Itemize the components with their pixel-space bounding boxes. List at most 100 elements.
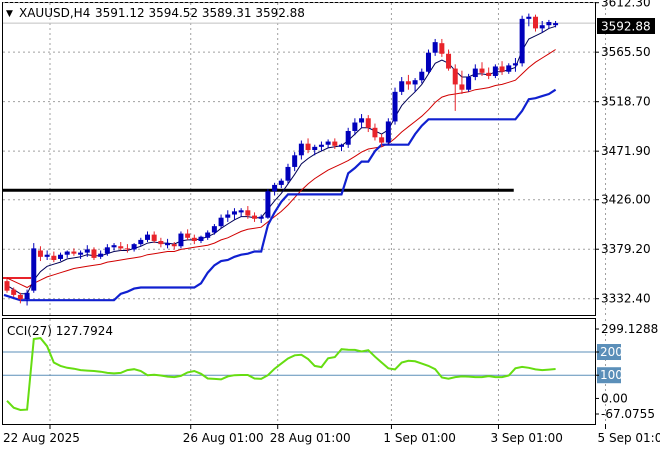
candle-body-bull: [392, 91, 398, 122]
current-price-tag: 3592.88: [601, 20, 651, 34]
candle-body-bear: [533, 16, 539, 29]
candle-body-bull: [399, 81, 405, 92]
time-tick-label: 5 Sep 01:00: [598, 431, 660, 445]
candle-body-bear: [446, 53, 452, 69]
candle-body-bull: [98, 253, 104, 257]
candle-body-bear: [4, 281, 10, 291]
price-tick-label: 3565.50: [601, 45, 651, 59]
candle-body-bull: [258, 216, 264, 219]
candle-body-bear: [439, 43, 445, 54]
candle-body-bull: [472, 68, 478, 78]
candle-body-bull: [359, 118, 365, 123]
candle-body-bull: [519, 18, 525, 64]
candle-body-bull: [292, 155, 298, 167]
candle-body-bull: [218, 217, 224, 227]
candle-body-bull: [278, 180, 284, 185]
time-tick-label: 22 Aug 2025: [3, 431, 80, 445]
candle-body-bull: [345, 130, 351, 145]
candle-body-bull: [318, 144, 324, 147]
axis-labels: 3612.30 3565.50 3518.70 3471.90 3426.00 3379.…: [3, 0, 660, 445]
candle-body-bull: [205, 232, 211, 238]
ma-long-line: [6, 49, 556, 289]
candle-body-bear: [171, 244, 177, 247]
candle-body-bull: [64, 251, 70, 255]
candle-body-bull: [231, 211, 237, 215]
main-panel-frame: [2, 2, 596, 316]
cci-tick-label: -67.0755: [601, 407, 655, 421]
trailing-stop-line: [3, 88, 557, 302]
candle-body-bull: [24, 292, 30, 300]
candle-body-bear: [405, 81, 411, 85]
time-tick-label: 1 Sep 01:00: [383, 431, 455, 445]
candle-body-bull: [198, 236, 204, 241]
candle-body-bull: [238, 210, 244, 213]
candle-body-bear: [124, 248, 130, 250]
cci-line-path: [6, 337, 556, 412]
cci-level-label-bg: [597, 344, 621, 361]
price-tick-label: 3332.40: [601, 292, 651, 306]
candle-body-bull: [432, 42, 438, 53]
cci-tick-label: 299.1288: [601, 322, 658, 336]
candle-body-bear: [71, 251, 77, 254]
price-tick-label: 3379.20: [601, 242, 651, 256]
candle-body-bull: [211, 226, 217, 233]
candle-body-bull: [272, 184, 278, 192]
candle-body-bear: [191, 237, 197, 241]
candle-body-bull: [412, 80, 418, 85]
time-tick-label: 26 Aug 01:00: [183, 431, 264, 445]
candle-body-bear: [459, 84, 465, 90]
candles: [4, 13, 559, 306]
candle-body-bull: [526, 16, 532, 19]
candle-body-bear: [185, 233, 191, 238]
candle-body-bull: [553, 23, 559, 26]
candle-body-bear: [91, 249, 97, 258]
candle-body-bear: [158, 240, 164, 245]
candle-body-bull: [131, 244, 137, 250]
ohlc-values: 3591.12 3594.52 3589.31 3592.88: [95, 6, 305, 20]
candle-body-bear: [452, 68, 458, 85]
price-tick-label: 3612.30: [601, 0, 651, 10]
price-tick-label: 3471.90: [601, 144, 651, 158]
time-tick-label: 28 Aug 01:00: [270, 431, 351, 445]
candle-body-bear: [486, 72, 492, 76]
time-tick-label: 3 Sep 01:00: [490, 431, 562, 445]
candle-body-bear: [372, 127, 378, 138]
price-tick-label: 3426.00: [601, 193, 651, 207]
candle-body-bull: [512, 63, 518, 66]
candle-body-bull: [466, 77, 472, 90]
candle-body-bull: [225, 214, 231, 218]
candle-body-bull: [298, 143, 304, 156]
candle-body-bull: [31, 248, 37, 291]
candle-body-bear: [479, 68, 485, 73]
candle-body-bear: [37, 250, 43, 257]
candle-body-bull: [492, 66, 498, 76]
current-price-tag-bg: [597, 18, 655, 34]
cci-indicator-label: CCI(27) 127.7924: [7, 324, 113, 338]
candle-body-bull: [165, 243, 171, 246]
candle-body-bear: [365, 118, 371, 128]
price-tick-label: 3518.70: [601, 95, 651, 109]
candle-body-bull: [425, 52, 431, 72]
candle-body-bull: [138, 239, 144, 245]
candle-body-bull: [84, 249, 90, 253]
symbol-label: XAUUSD,H4: [19, 6, 90, 20]
candle-body-bull: [506, 65, 512, 72]
candle-body-bear: [118, 246, 124, 249]
candle-body-bear: [332, 141, 338, 146]
candle-body-bear: [11, 289, 17, 295]
candle-body-bull: [144, 234, 150, 240]
candle-body-bull: [352, 122, 358, 131]
candle-body-bear: [151, 234, 157, 241]
cci-level-label: 100: [600, 368, 623, 382]
candle-body-bear: [252, 215, 258, 219]
candle-body-bear: [499, 66, 505, 72]
candle-body-bear: [51, 255, 57, 261]
candle-body-bull: [104, 247, 110, 254]
candle-body-bull: [339, 144, 344, 147]
cci-level-label: 200: [600, 345, 623, 359]
candle-body-bull: [178, 233, 184, 247]
candle-body-bull: [539, 25, 545, 29]
candle-body-bear: [305, 143, 311, 151]
candle-body-bull: [385, 121, 391, 143]
